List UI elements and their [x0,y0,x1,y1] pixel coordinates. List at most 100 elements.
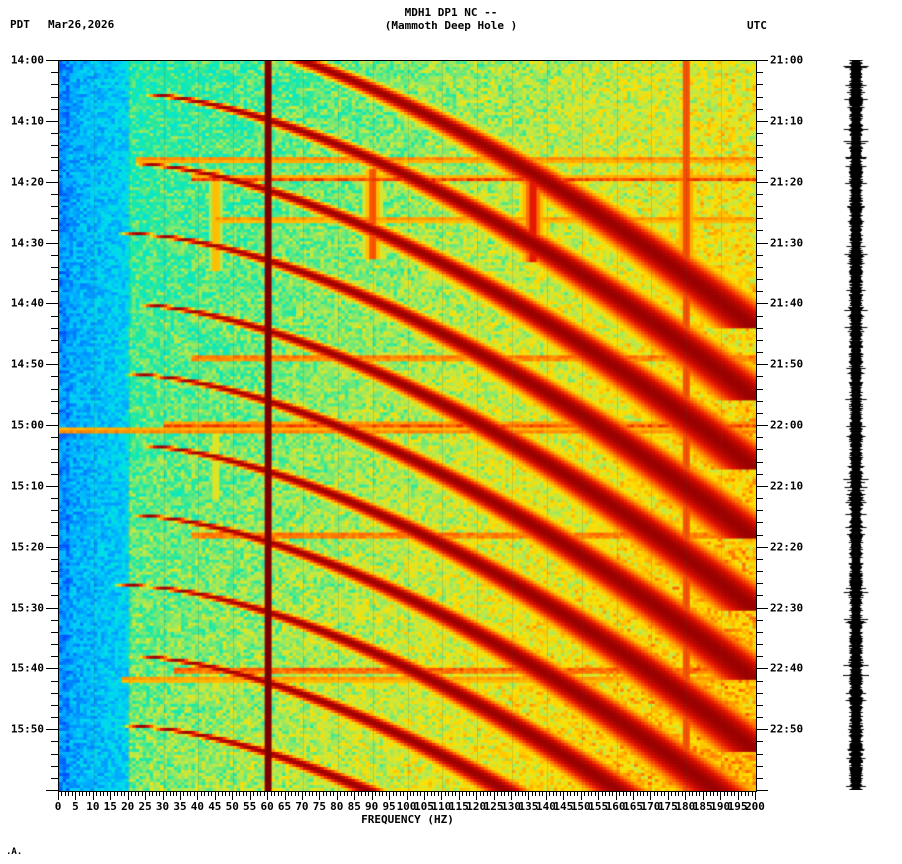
freq-tick-label: 95 [382,800,396,813]
axis-tick-minor [51,72,58,74]
freq-tick-major [179,791,181,800]
freq-tick-minor [469,791,471,796]
axis-label-utc: 21:30 [770,236,804,249]
axis-tick-minor [51,169,58,171]
freq-tick-label: 75 [312,800,326,813]
freq-tick-minor [235,791,237,796]
axis-tick-minor [51,595,58,597]
axis-label-utc: 21:10 [770,114,804,128]
freq-tick-minor [490,791,492,796]
freq-tick-minor [601,791,603,796]
axis-tick-minor [756,145,763,147]
axis-tick-minor [51,571,58,572]
freq-tick-minor [340,791,342,796]
freq-tick-label: 140 [535,800,556,813]
seismogram-trace-panel [843,60,869,790]
freq-tick-minor [437,791,439,796]
freq-tick-minor [392,791,394,796]
axis-tick-minor [756,571,763,572]
freq-tick-minor [448,791,450,796]
freq-tick-minor [239,791,241,796]
freq-tick-minor [570,791,572,796]
freq-tick-minor [531,791,533,796]
spectrogram-plot[interactable] [58,60,757,792]
freq-tick-label: 150 [570,800,591,813]
freq-tick-minor [166,791,168,796]
freq-tick-minor [716,791,718,796]
axis-label-pdt: 15:00 [10,418,44,432]
freq-tick-minor [500,791,502,796]
freq-tick-minor [643,791,645,796]
header-date: Mar26,2026 [48,18,115,31]
seismogram-trace-canvas [843,60,869,790]
axis-tick-minor [756,388,763,390]
freq-tick-minor [186,791,188,796]
axis-tick-minor [756,84,763,86]
axis-label-pdt: 15:50 [10,722,44,736]
freq-tick-major [633,791,635,800]
freq-tick-label: 170 [640,800,661,813]
axis-tick-minor [51,644,58,645]
freq-tick-label: 90 [365,800,379,813]
axis-tick-minor [51,461,58,463]
freq-tick-minor [542,791,544,796]
freq-tick-major [493,791,495,800]
freq-tick-minor [169,791,171,796]
header-timezone-right: UTC [747,19,767,32]
freq-tick-minor [368,791,370,796]
axis-tick-minor [756,656,763,658]
freq-tick-label: 30 [155,800,170,813]
axis-tick-minor [756,266,763,268]
freq-tick-label: 200 [745,800,765,813]
freq-tick-label: 80 [330,800,344,813]
freq-tick-minor [427,791,429,796]
freq-tick-minor [451,791,453,796]
freq-tick-label: 40 [190,800,205,813]
axis-tick-minor [51,717,58,718]
axis-tick-minor [756,327,763,329]
freq-tick-minor [61,791,63,796]
axis-tick-minor [756,473,763,475]
freq-tick-minor [113,791,115,796]
axis-tick-minor [756,631,763,633]
freq-tick-minor [559,791,561,796]
axis-tick-minor [756,449,763,451]
freq-tick-minor [612,791,614,796]
freq-tick-minor [78,791,80,796]
axis-tick-minor [51,145,58,147]
freq-tick-minor [483,791,485,796]
axis-tick-minor [756,558,763,560]
freq-tick-label: 180 [675,800,696,813]
freq-tick-minor [141,791,143,796]
freq-tick-minor [225,791,227,796]
frequency-axis-label: FREQUENCY (HZ) [361,813,454,826]
freq-tick-minor [657,791,659,796]
axis-tick-minor [51,522,58,524]
freq-tick-minor [263,791,265,796]
freq-tick-minor [193,791,195,796]
freq-tick-minor [695,791,697,796]
freq-tick-minor [347,791,349,796]
freq-tick-major [267,791,269,800]
freq-tick-major [598,791,600,800]
freq-tick-minor [671,791,673,796]
axis-tick-minor [51,631,58,633]
axis-tick-minor [756,619,763,621]
freq-tick-minor [96,791,98,796]
frequency-axis: 0 5 10 15 20 25 30 35 40 45 50 55 60 65 70 75 80 85 90 95 10… [55,791,765,831]
axis-tick-minor [51,352,58,353]
freq-tick-label: 155 [588,800,609,813]
axis-tick-minor [51,388,58,390]
axis-tick-minor [756,412,763,414]
freq-tick-minor [587,791,589,796]
axis-tick-major [756,607,768,609]
freq-tick-label: 185 [692,800,713,813]
freq-tick-major [476,791,478,800]
axis-label-pdt: 14:40 [10,296,44,310]
axis-tick-major [46,364,58,366]
axis-label-utc: 22:10 [770,479,804,493]
freq-tick-minor [242,791,244,796]
freq-tick-minor [294,791,296,796]
freq-tick-label: 195 [727,800,748,813]
freq-tick-minor [556,791,558,796]
